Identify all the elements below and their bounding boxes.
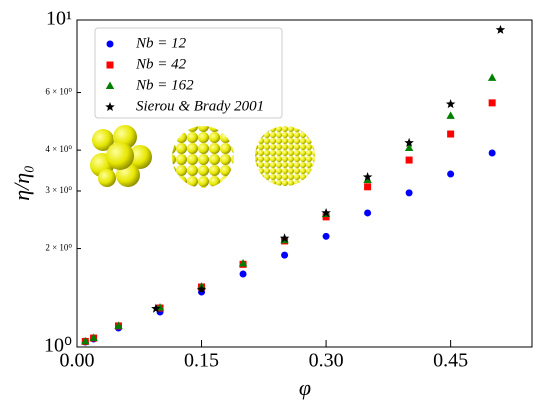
y-tick-label: 6 × 10⁰: [45, 87, 72, 97]
point: [279, 233, 290, 243]
point: [238, 259, 248, 267]
point: [362, 172, 373, 182]
point: [239, 270, 247, 278]
y-tick-label: 10⁰: [44, 335, 72, 357]
point: [445, 99, 456, 109]
point: [281, 251, 289, 259]
x-tick-label: 0.30: [309, 350, 344, 372]
legend-label: Nb = 12: [135, 35, 187, 51]
x-tick-label: 0.45: [433, 350, 468, 372]
legend-marker: [106, 40, 114, 48]
legend: Nb = 12 Nb = 42 Nb = 162 Sierou & Brady 200…: [94, 27, 283, 119]
point: [89, 333, 98, 342]
point: [81, 336, 90, 345]
point: [364, 209, 372, 217]
point: [196, 284, 207, 294]
point: [404, 137, 414, 147]
y-tick-label: 3 × 10⁰: [45, 185, 72, 195]
legend-label: Nb = 42: [135, 56, 187, 72]
point: [363, 175, 372, 184]
y-tick-label: 10¹: [46, 8, 72, 30]
y-axis-label: η/η₀: [9, 165, 34, 201]
plot-frame: [76, 19, 533, 348]
point: [446, 111, 455, 119]
point: [114, 321, 123, 329]
point: [322, 232, 330, 240]
point: [447, 130, 455, 138]
point: [495, 24, 506, 34]
point: [487, 73, 497, 81]
legend-label: Sierou & Brady 2001: [136, 98, 264, 114]
legend-marker: [105, 102, 115, 112]
x-axis-label: φ: [299, 375, 311, 400]
point: [405, 189, 413, 197]
y-tick-label: 4 × 10⁰: [45, 144, 72, 154]
point: [488, 149, 496, 157]
point: [405, 156, 413, 164]
sphere-illustrations: [90, 125, 315, 188]
point: [488, 99, 496, 107]
point: [321, 207, 331, 217]
point: [364, 183, 372, 191]
point: [404, 143, 414, 152]
legend-label: Nb = 162: [135, 77, 194, 93]
point: [447, 170, 455, 178]
legend-marker: [106, 61, 114, 69]
x-tick-label: 0.00: [60, 350, 95, 372]
y-tick-label: 2 × 10⁰: [45, 243, 72, 253]
legend-box: [94, 27, 283, 119]
point: [151, 303, 161, 313]
legend-marker: [105, 81, 115, 89]
x-tick-label: 0.15: [184, 350, 219, 372]
